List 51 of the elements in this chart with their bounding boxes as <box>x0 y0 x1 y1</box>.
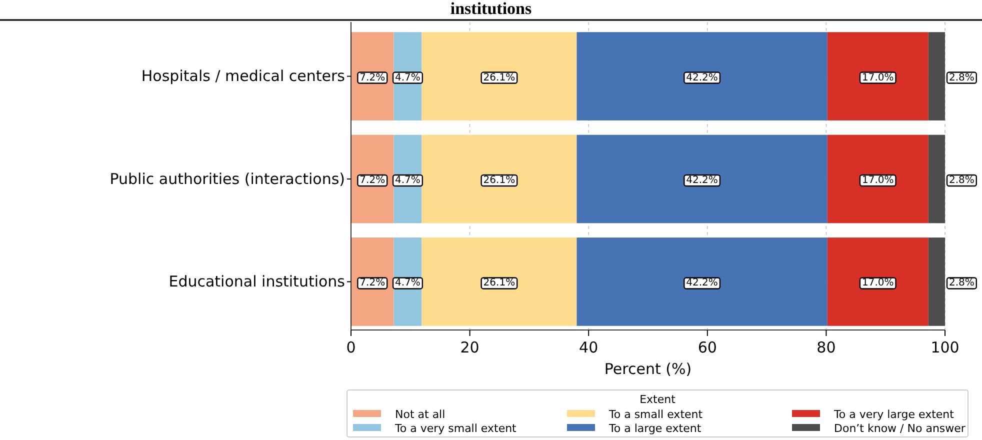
data-label: 7.2% <box>360 72 386 84</box>
bar <box>576 134 828 224</box>
bar <box>827 238 928 326</box>
legend-label: To a very large extent <box>833 408 955 421</box>
y-tick-label: Hospitals / medical centers <box>141 67 346 86</box>
data-label: 4.7% <box>395 278 420 289</box>
data-label: 17.0% <box>862 72 894 84</box>
bar <box>351 134 394 224</box>
data-label: 4.7% <box>395 175 420 186</box>
data-label: 26.1% <box>483 72 516 84</box>
bar <box>576 238 828 326</box>
legend-label: Don’t know / No answer <box>834 422 966 435</box>
data-label: 42.2% <box>686 72 718 84</box>
x-tick-label: 80 <box>816 338 836 356</box>
legend-label: To a large extent <box>608 422 702 435</box>
bar <box>351 32 394 120</box>
data-label: 2.8% <box>949 175 974 186</box>
bar <box>928 32 945 120</box>
x-tick-label: 0 <box>346 338 356 356</box>
chart-title: institutions <box>450 0 532 18</box>
data-label: 26.1% <box>483 175 516 186</box>
x-tick-label: 40 <box>579 338 598 356</box>
bar <box>827 32 928 120</box>
bar <box>422 134 577 224</box>
data-label: 7.2% <box>360 278 386 289</box>
x-tick-label: 60 <box>698 338 717 356</box>
bar <box>422 32 577 120</box>
bar <box>576 32 828 120</box>
bar <box>928 134 945 224</box>
legend-title: Extent <box>640 393 676 406</box>
data-label: 2.8% <box>949 72 974 84</box>
x-tick-label: 20 <box>460 338 480 356</box>
bar <box>827 134 928 224</box>
legend-label: To a small extent <box>608 408 704 421</box>
bar <box>351 238 394 326</box>
x-tick-label: 100 <box>930 338 960 356</box>
y-tick-label: Public authorities (interactions) <box>110 170 345 188</box>
data-label: 17.0% <box>862 175 894 186</box>
bar <box>422 238 577 326</box>
data-label: 42.2% <box>686 278 718 289</box>
data-label: 7.2% <box>360 175 386 186</box>
data-label: 26.1% <box>483 278 516 289</box>
data-label: 42.2% <box>686 175 718 186</box>
x-axis-title: Percent (%) <box>604 360 692 378</box>
legend-label: To a very small extent <box>394 422 518 435</box>
bar <box>928 238 945 326</box>
data-label: 4.7% <box>395 72 420 84</box>
y-tick-label: Educational institutions <box>168 272 346 291</box>
data-label: 17.0% <box>862 278 894 289</box>
data-label: 2.8% <box>949 278 974 289</box>
legend-label: Not at all <box>395 408 446 421</box>
